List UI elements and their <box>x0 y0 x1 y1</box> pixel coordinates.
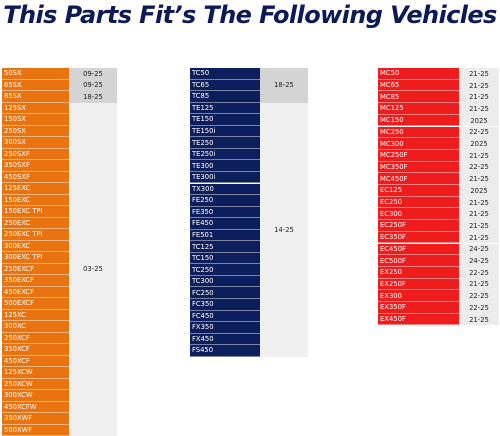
model-cell: 300EXC <box>2 241 69 253</box>
model-cell: FS450 <box>190 345 260 357</box>
year-range-cell: 14-25 <box>260 103 308 357</box>
model-cell: 250SXF <box>2 149 69 161</box>
model-cell: TE250i <box>190 149 260 161</box>
model-cell: 350XWF <box>2 413 69 425</box>
model-cell: 250EXC TPI <box>2 229 69 241</box>
model-cell: 300SX <box>2 137 69 149</box>
model-cell: TC125 <box>190 241 260 253</box>
model-cell: FC250 <box>190 287 260 299</box>
model-cell: MC125 <box>378 103 459 115</box>
model-cell: TE250 <box>190 137 260 149</box>
model-cell: EC300 <box>378 208 459 220</box>
model-cell: 450XCF <box>2 356 69 368</box>
model-cell: EX350F <box>378 302 459 314</box>
model-cell: MC85 <box>378 91 459 103</box>
model-cell: 450XCFW <box>2 402 69 414</box>
model-cell: FX350 <box>190 322 260 334</box>
model-cell: MC250F <box>378 150 459 162</box>
model-cell: 150EXC <box>2 195 69 207</box>
model-cell: EC250 <box>378 197 459 209</box>
model-cell: 300XC <box>2 321 69 333</box>
model-cell: EX300 <box>378 290 459 302</box>
model-cell: FE350 <box>190 207 260 219</box>
model-cell: MC50 <box>378 68 459 80</box>
model-cell: FE450 <box>190 218 260 230</box>
model-cell: TC85 <box>190 91 260 103</box>
model-cell: 250EXC <box>2 218 69 230</box>
model-cell: TC300 <box>190 276 260 288</box>
model-cell: TX300 <box>190 184 260 196</box>
model-cell: MC150 <box>378 115 459 127</box>
model-cell: 300EXC TPI <box>2 252 69 264</box>
model-cell: 300XCW <box>2 390 69 402</box>
model-cell: EX450F <box>378 314 459 326</box>
model-cell: 350XCF <box>2 344 69 356</box>
model-cell: EX250F <box>378 279 459 291</box>
model-cell: 125SX <box>2 103 69 115</box>
year-range-cell: 03-25 <box>69 103 117 436</box>
model-cell: 450EXCF <box>2 287 69 299</box>
model-cell: 125XC <box>2 310 69 322</box>
model-cell: 500EXCF <box>2 298 69 310</box>
model-cell: FE501 <box>190 230 260 242</box>
model-cell: FC450 <box>190 311 260 323</box>
model-cell: EX250 <box>378 267 459 279</box>
model-cell: 250XCF <box>2 333 69 345</box>
model-cell: FE250 <box>190 195 260 207</box>
model-cell: MC65 <box>378 80 459 92</box>
model-cell: TE125 <box>190 103 260 115</box>
model-cell: 125XCW <box>2 367 69 379</box>
model-cell: TE150i <box>190 126 260 138</box>
year-range-cell: 18-25 <box>260 68 308 103</box>
model-cell: FX450 <box>190 334 260 346</box>
model-cell: TE300 <box>190 160 260 172</box>
model-cell: TE150 <box>190 114 260 126</box>
model-cell: TC50 <box>190 68 260 80</box>
model-cell: TC65 <box>190 80 260 92</box>
model-cell: MC350F <box>378 162 459 174</box>
model-cell: TE300i <box>190 172 260 184</box>
model-cell: MC300 <box>378 138 459 150</box>
model-cell: 250SX <box>2 126 69 138</box>
model-cell: TC150 <box>190 253 260 265</box>
model-cell: 50SX <box>2 68 69 80</box>
model-cell: 150SX <box>2 114 69 126</box>
model-cell: FC350 <box>190 299 260 311</box>
model-cell: 250EXCF <box>2 264 69 276</box>
model-cell: 65SX <box>2 80 69 92</box>
model-cell: 500XWF <box>2 425 69 436</box>
model-cell: EC125 <box>378 185 459 197</box>
model-cell: EC450F <box>378 244 459 256</box>
model-cell: 125EXC <box>2 183 69 195</box>
model-cell: 350EXCF <box>2 275 69 287</box>
model-cell: 150EXC TPI <box>2 206 69 218</box>
model-cell: 350SXF <box>2 160 69 172</box>
model-cell: EC500F <box>378 255 459 267</box>
model-cell: 250XCW <box>2 379 69 391</box>
page-title: This Parts Fit’s The Following Vehicles <box>0 2 500 28</box>
model-cell: MC250 <box>378 127 459 139</box>
model-cell: 450SXF <box>2 172 69 184</box>
model-cell: EC350F <box>378 232 459 244</box>
model-cell: 85SX <box>2 91 69 103</box>
year-cell: 21-25 <box>459 314 499 327</box>
model-cell: EC250F <box>378 220 459 232</box>
model-cell: TC250 <box>190 264 260 276</box>
model-cell: MC450F <box>378 173 459 185</box>
